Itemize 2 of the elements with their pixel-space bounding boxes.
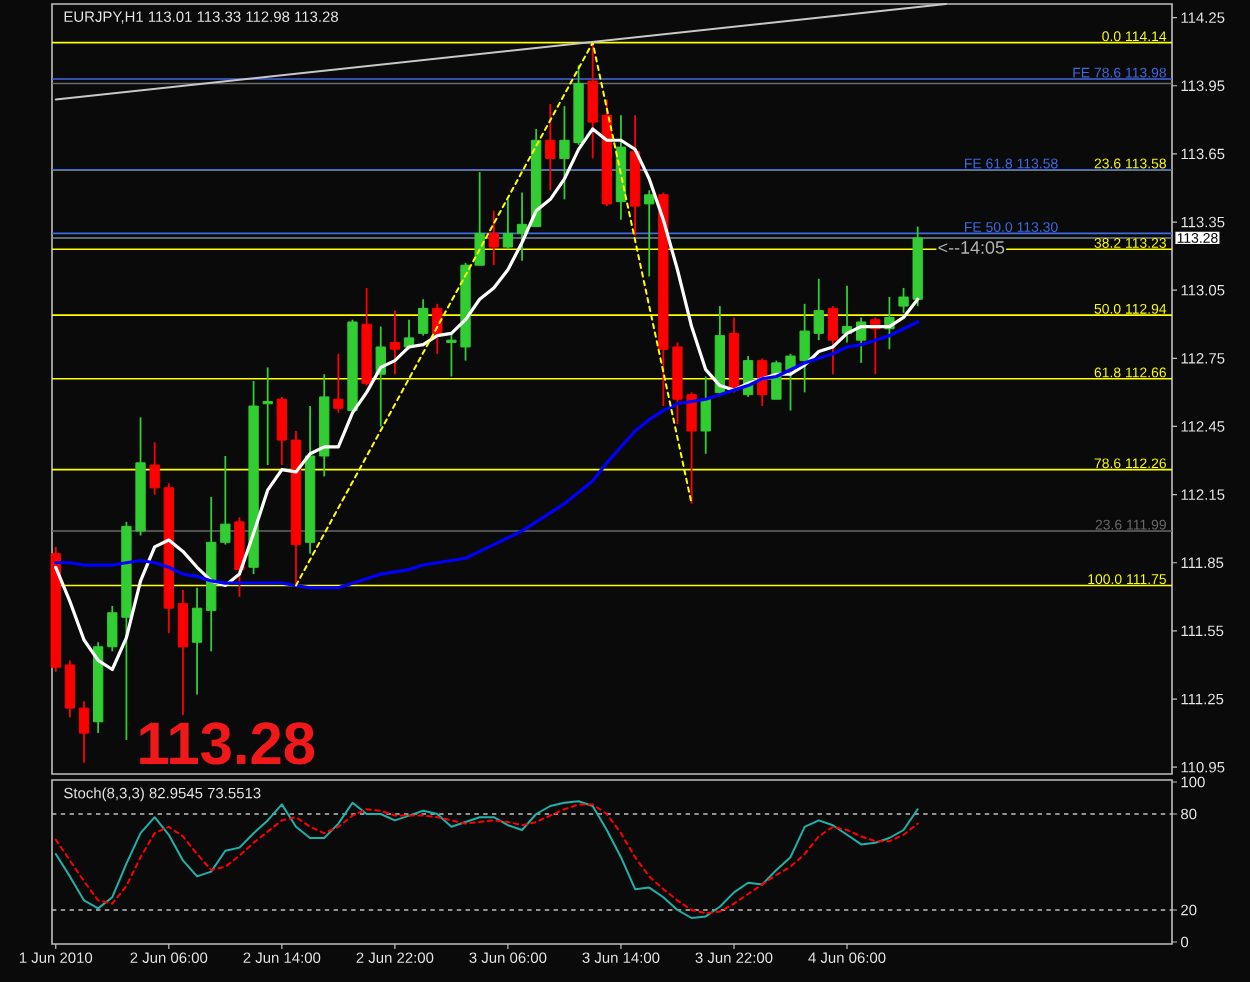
annotation: 113.28 xyxy=(140,722,315,765)
annotation: <--14:05 xyxy=(938,241,1005,254)
